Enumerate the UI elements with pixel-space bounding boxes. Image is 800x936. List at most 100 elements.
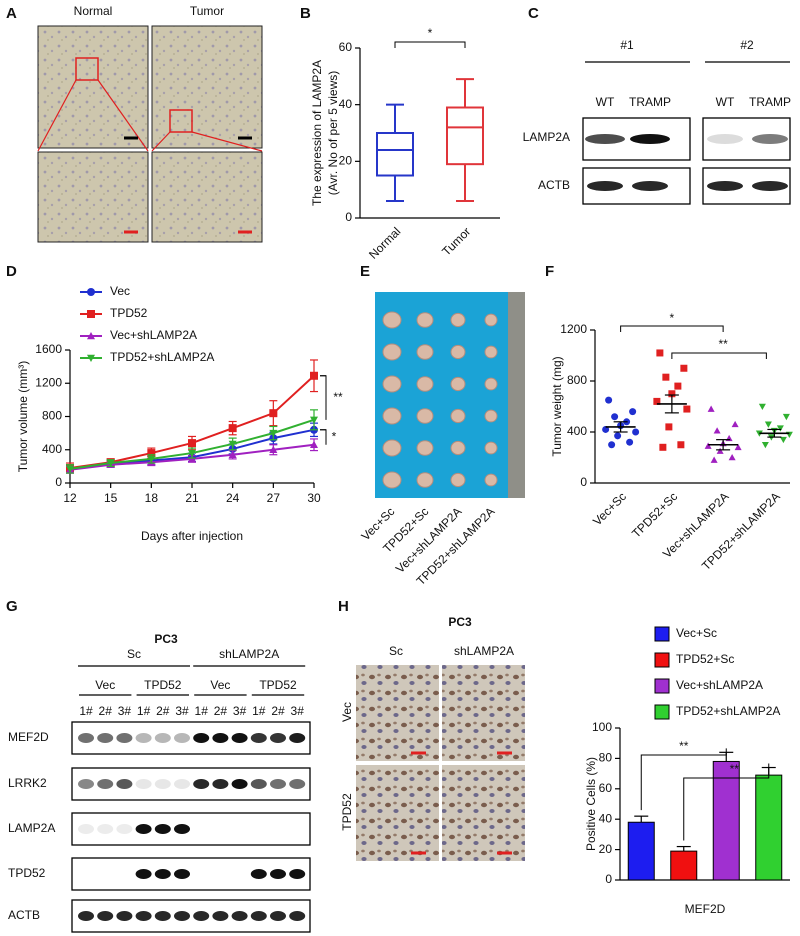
blot-band — [97, 779, 114, 789]
annotation: * — [670, 311, 675, 325]
box — [446, 106, 484, 166]
x-tick-label: 18 — [145, 491, 159, 505]
legend-swatch — [654, 652, 670, 668]
micrograph — [37, 151, 149, 243]
marker — [728, 454, 736, 461]
y-tick-label: 20 — [339, 154, 353, 168]
y-tick-label: 0 — [55, 475, 62, 489]
lane-label: TRAMP — [629, 95, 671, 109]
marker — [269, 409, 278, 418]
blot-band — [116, 911, 133, 921]
y-tick-label: 20 — [599, 842, 613, 856]
blot-band — [212, 733, 229, 743]
marker — [602, 425, 610, 433]
lane-label: TRAMP — [749, 95, 791, 109]
tumor — [484, 409, 498, 423]
marker — [87, 288, 95, 296]
x-axis-label: MEF2D — [685, 902, 726, 916]
blot-band — [707, 134, 743, 144]
blot-band — [193, 779, 210, 789]
marker — [608, 441, 616, 449]
column-label: Tumor — [190, 4, 224, 18]
marker — [782, 413, 790, 421]
marker — [66, 465, 74, 473]
row-label: TPD52 — [8, 866, 46, 880]
lane-label: 1# — [79, 704, 93, 718]
row-label: ACTB — [8, 908, 40, 922]
blot-band — [97, 824, 114, 834]
blot-band — [632, 181, 668, 191]
bar — [670, 850, 698, 881]
lane-label: 2# — [156, 704, 170, 718]
blot-band — [212, 779, 229, 789]
y-tick-label: 400 — [567, 424, 587, 438]
y-tick-label: 80 — [599, 751, 613, 765]
annotation: ** — [679, 739, 689, 753]
blot-band — [174, 824, 190, 834]
blot-band — [250, 911, 267, 921]
subgroup-label: Vec — [95, 678, 115, 692]
y-tick-label: 1200 — [35, 375, 62, 389]
blot-band — [174, 869, 190, 879]
marker — [677, 441, 685, 449]
marker — [680, 364, 688, 372]
blot-band — [231, 733, 248, 743]
y-tick-label: 1200 — [560, 322, 587, 336]
x-tick-label: TPD52+Sc — [629, 489, 680, 540]
y-tick-label: 40 — [599, 811, 613, 825]
blot-band — [135, 779, 152, 789]
tumor — [416, 312, 434, 328]
marker — [629, 408, 637, 416]
blot-band — [707, 181, 743, 191]
group-label: Sc — [127, 647, 141, 661]
annotation: * — [428, 26, 433, 40]
tumor — [382, 471, 402, 489]
marker — [87, 332, 95, 340]
blot-band — [135, 824, 152, 834]
marker — [662, 373, 670, 381]
zoom-line — [37, 79, 77, 152]
zoom-line — [191, 131, 263, 152]
legend-label: TPD52+Sc — [676, 652, 734, 666]
blot-band — [154, 779, 171, 789]
annotation: * — [332, 429, 337, 443]
blot-band — [250, 733, 267, 743]
legend-label: Vec — [110, 284, 130, 298]
marker — [710, 456, 718, 463]
panel-letter: F — [545, 263, 554, 280]
x-tick-label: 15 — [104, 491, 118, 505]
blot-band — [250, 869, 267, 879]
blot-band — [116, 824, 133, 834]
row-label: LRRK2 — [8, 776, 47, 790]
blot-band — [270, 733, 286, 743]
micrograph — [151, 25, 263, 149]
micrograph — [151, 151, 263, 243]
subgroup-label: Vec — [210, 678, 230, 692]
x-tick-label: Tumor — [439, 224, 473, 258]
blot-band — [752, 134, 788, 144]
zoom-line — [151, 131, 171, 152]
y-tick-label: 400 — [42, 442, 62, 456]
y-axis-label: Tumor volume (mm³) — [16, 361, 30, 473]
legend-swatch — [654, 704, 670, 720]
blot-band — [97, 733, 114, 743]
tumor — [416, 472, 434, 488]
tumor — [484, 313, 498, 327]
marker — [310, 416, 318, 424]
tumor — [450, 408, 466, 424]
bracket — [671, 352, 767, 359]
bracket — [320, 375, 327, 420]
subgroup-label: TPD52 — [259, 678, 297, 692]
x-tick-label: 21 — [185, 491, 199, 505]
blot-band — [270, 911, 286, 921]
lane-label: 2# — [271, 704, 285, 718]
marker — [632, 428, 640, 436]
blot-band — [270, 869, 286, 879]
blot — [71, 812, 311, 846]
y-tick-label: 0 — [605, 872, 612, 886]
panel-letter: B — [300, 5, 311, 22]
marker — [761, 441, 769, 449]
lane-label: 3# — [291, 704, 305, 718]
blot-band — [193, 733, 210, 743]
legend-swatch — [654, 678, 670, 694]
